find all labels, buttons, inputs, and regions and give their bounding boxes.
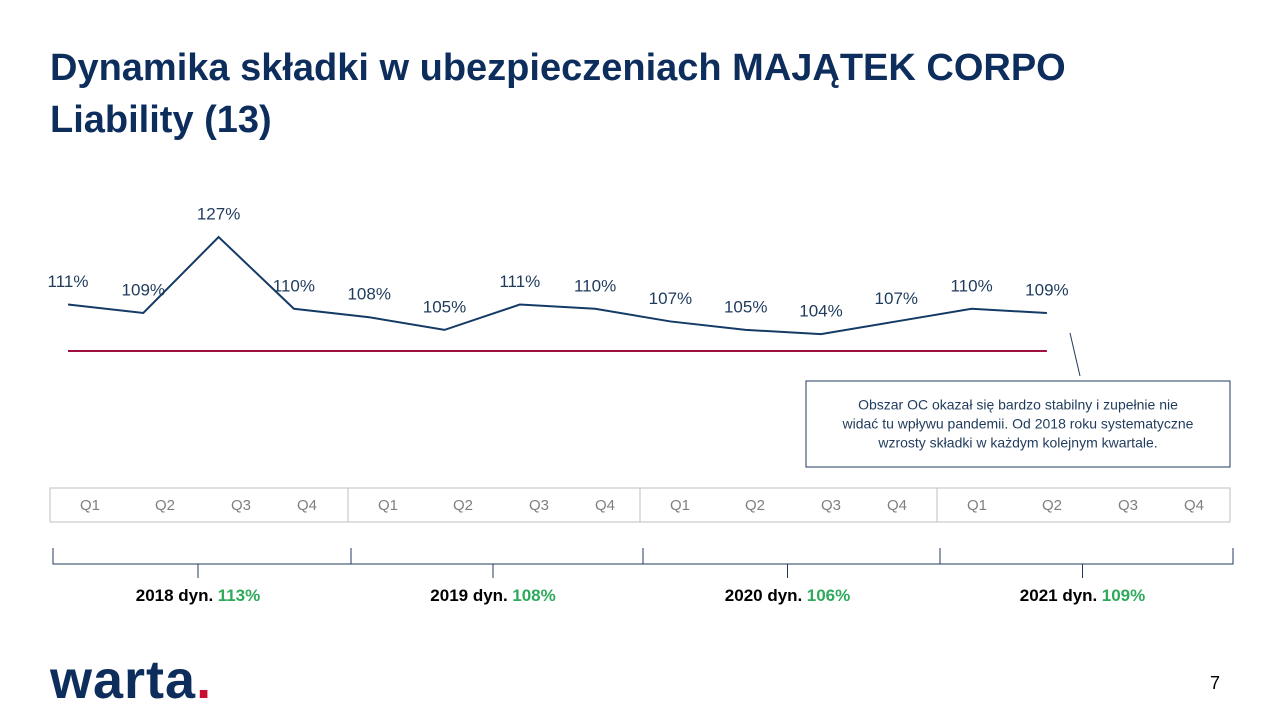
year-name: 2020 dyn.	[725, 586, 803, 605]
x-tick-label: Q4	[297, 497, 317, 514]
year-value: 106%	[807, 586, 850, 605]
data-label: 127%	[197, 204, 240, 223]
data-label: 107%	[875, 289, 918, 308]
annotation: wzrosty składki w każdym kolejnym kwarta…	[877, 435, 1157, 451]
data-label: 108%	[347, 285, 390, 304]
data-label: 110%	[273, 276, 315, 295]
year-name: 2021 dyn.	[1020, 586, 1098, 605]
year-name: 2019 dyn.	[430, 586, 508, 605]
data-label: 109%	[1025, 280, 1068, 299]
x-tick-label: Q2	[1042, 497, 1062, 514]
data-label: 104%	[799, 302, 842, 321]
bracket	[939, 548, 1234, 578]
x-tick-label: Q1	[670, 497, 690, 514]
x-tick-label: Q2	[745, 497, 765, 514]
annotation: Obszar OC okazał się bardzo stabilny i z…	[858, 397, 1178, 413]
bracket	[642, 548, 941, 578]
year-label: 2020 dyn. 106%	[725, 586, 850, 605]
x-tick-label: Q2	[155, 497, 175, 514]
x-tick-label: Q1	[80, 497, 100, 514]
bracket	[52, 548, 352, 578]
year-label: 2021 dyn. 109%	[1020, 586, 1145, 605]
data-label: 107%	[649, 289, 692, 308]
data-label: 109%	[122, 280, 165, 299]
x-tick-label: Q4	[1184, 497, 1204, 514]
data-label: 111%	[48, 272, 89, 291]
year-value: 108%	[512, 586, 555, 605]
x-tick-label: Q4	[887, 497, 907, 514]
bracket	[350, 548, 644, 578]
x-tick-label: Q2	[453, 497, 473, 514]
data-label: 105%	[724, 297, 767, 316]
data-label: 110%	[574, 276, 616, 295]
line	[67, 235, 1047, 336]
title: Liability (13)	[50, 99, 272, 141]
x-tick-label: Q1	[378, 497, 398, 514]
year-name: 2018 dyn.	[136, 586, 214, 605]
data-label: 110%	[950, 276, 992, 295]
year-value: 113%	[218, 586, 261, 605]
annotation-box	[805, 380, 1231, 468]
year-label: 2018 dyn. 113%	[136, 586, 261, 605]
x-tick-label: Q3	[529, 497, 549, 514]
x-tick-label: Q4	[595, 497, 615, 514]
year-value: 109%	[1102, 586, 1145, 605]
title: Dynamika składki w ubezpieczeniach MAJĄT…	[50, 47, 1066, 89]
x-tick-label: Q3	[1118, 497, 1138, 514]
x-tick-label: Q3	[231, 497, 251, 514]
year-label: 2019 dyn. 108%	[430, 586, 555, 605]
page-number: 7	[1210, 673, 1220, 693]
annotation: widać tu wpływu pandemii. Od 2018 roku s…	[842, 416, 1194, 432]
callout-line	[1069, 332, 1081, 377]
x-tick-label: Q1	[967, 497, 987, 514]
logo: warta.	[49, 650, 212, 710]
data-label: 105%	[423, 297, 466, 316]
data-label: 111%	[499, 272, 540, 291]
x-tick-label: Q3	[821, 497, 841, 514]
